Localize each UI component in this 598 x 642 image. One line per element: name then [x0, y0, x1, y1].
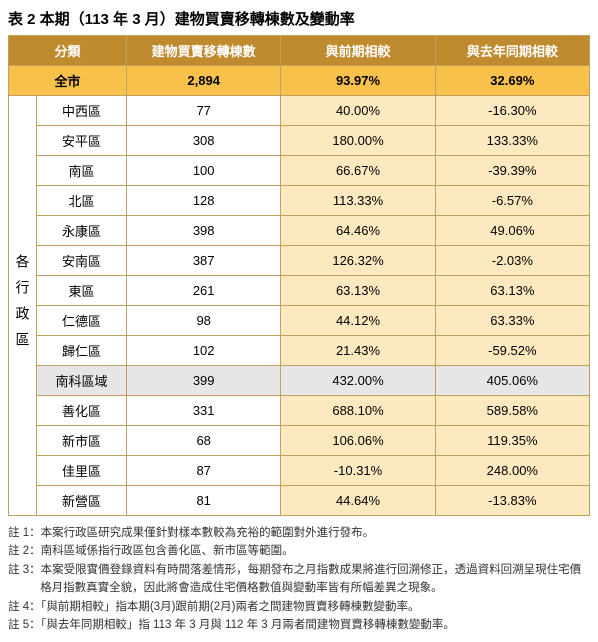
district-name: 新營區 — [37, 486, 127, 516]
vs-year-cell: 589.58% — [435, 396, 589, 426]
note-line: 註 2：南科區域係指行政區包含善化區、新市區等範圍。 — [8, 542, 590, 560]
count-cell: 308 — [127, 126, 281, 156]
count-cell: 399 — [127, 366, 281, 396]
count-cell: 68 — [127, 426, 281, 456]
table-title: 表 2 本期（113 年 3 月）建物買賣移轉棟數及變動率 — [8, 8, 590, 29]
table-body: 全市 2,894 93.97% 32.69% 各行政區中西區7740.00%-1… — [9, 66, 590, 516]
count-cell: 100 — [127, 156, 281, 186]
table-row: 善化區331688.10%589.58% — [9, 396, 590, 426]
vs-prev-cell: 688.10% — [281, 396, 435, 426]
district-name: 安平區 — [37, 126, 127, 156]
vs-year-cell: 49.06% — [435, 216, 589, 246]
district-name: 安南區 — [37, 246, 127, 276]
district-name: 仁德區 — [37, 306, 127, 336]
table-row: 南區10066.67%-39.39% — [9, 156, 590, 186]
vs-year-cell: 405.06% — [435, 366, 589, 396]
header-row: 分類 建物買賣移轉棟數 與前期相較 與去年同期相較 — [9, 36, 590, 66]
count-cell: 387 — [127, 246, 281, 276]
city-vs-prev: 93.97% — [281, 66, 435, 96]
vs-year-cell: -59.52% — [435, 336, 589, 366]
vs-prev-cell: 180.00% — [281, 126, 435, 156]
count-cell: 261 — [127, 276, 281, 306]
col-category: 分類 — [9, 36, 127, 66]
vs-prev-cell: -10.31% — [281, 456, 435, 486]
col-vs-prev: 與前期相較 — [281, 36, 435, 66]
vs-prev-cell: 126.32% — [281, 246, 435, 276]
count-cell: 98 — [127, 306, 281, 336]
city-count: 2,894 — [127, 66, 281, 96]
district-name: 歸仁區 — [37, 336, 127, 366]
table-row: 仁德區9844.12%63.33% — [9, 306, 590, 336]
city-label: 全市 — [9, 66, 127, 96]
table-row: 各行政區中西區7740.00%-16.30% — [9, 96, 590, 126]
vs-year-cell: -13.83% — [435, 486, 589, 516]
vs-prev-cell: 106.06% — [281, 426, 435, 456]
vs-prev-cell: 113.33% — [281, 186, 435, 216]
district-name: 南科區域 — [37, 366, 127, 396]
col-count: 建物買賣移轉棟數 — [127, 36, 281, 66]
vs-prev-cell: 66.67% — [281, 156, 435, 186]
vs-year-cell: -2.03% — [435, 246, 589, 276]
note-line: 註 5：「與去年同期相較」指 113 年 3 月與 112 年 3 月兩者間建物… — [8, 616, 590, 634]
city-row: 全市 2,894 93.97% 32.69% — [9, 66, 590, 96]
note-line: 註 1：本案行政區研究成果僅針對樣本數較為充裕的範圍對外進行發布。 — [8, 524, 590, 542]
note-line: 註 3：本案受限實價登錄資料有時間落差情形，每期發布之月指數成果將進行回溯修正，… — [8, 561, 590, 598]
count-cell: 398 — [127, 216, 281, 246]
district-name: 新市區 — [37, 426, 127, 456]
vs-year-cell: 133.33% — [435, 126, 589, 156]
vs-prev-cell: 44.12% — [281, 306, 435, 336]
district-name: 中西區 — [37, 96, 127, 126]
table-row: 歸仁區10221.43%-59.52% — [9, 336, 590, 366]
table-row: 佳里區87-10.31%248.00% — [9, 456, 590, 486]
table-row: 新市區68106.06%119.35% — [9, 426, 590, 456]
vs-year-cell: 248.00% — [435, 456, 589, 486]
notes-block: 註 1：本案行政區研究成果僅針對樣本數較為充裕的範圍對外進行發布。註 2：南科區… — [8, 524, 590, 634]
vs-year-cell: -6.57% — [435, 186, 589, 216]
vs-year-cell: 63.13% — [435, 276, 589, 306]
note-line: 註 4：「與前期相較」指本期(3月)跟前期(2月)兩者之間建物買賣移轉棟數變動率… — [8, 598, 590, 616]
district-name: 南區 — [37, 156, 127, 186]
vs-year-cell: -39.39% — [435, 156, 589, 186]
count-cell: 128 — [127, 186, 281, 216]
table-row: 新營區8144.64%-13.83% — [9, 486, 590, 516]
count-cell: 77 — [127, 96, 281, 126]
vs-prev-cell: 21.43% — [281, 336, 435, 366]
row-group-label: 各行政區 — [9, 96, 37, 516]
table-row: 永康區39864.46%49.06% — [9, 216, 590, 246]
table-row: 南科區域399432.00%405.06% — [9, 366, 590, 396]
count-cell: 102 — [127, 336, 281, 366]
vs-year-cell: 63.33% — [435, 306, 589, 336]
vs-prev-cell: 44.64% — [281, 486, 435, 516]
district-name: 佳里區 — [37, 456, 127, 486]
table-row: 北區128113.33%-6.57% — [9, 186, 590, 216]
district-name: 東區 — [37, 276, 127, 306]
col-vs-year: 與去年同期相較 — [435, 36, 589, 66]
city-vs-year: 32.69% — [435, 66, 589, 96]
count-cell: 81 — [127, 486, 281, 516]
district-name: 永康區 — [37, 216, 127, 246]
count-cell: 87 — [127, 456, 281, 486]
vs-year-cell: 119.35% — [435, 426, 589, 456]
vs-prev-cell: 64.46% — [281, 216, 435, 246]
district-name: 善化區 — [37, 396, 127, 426]
vs-prev-cell: 63.13% — [281, 276, 435, 306]
table-row: 東區26163.13%63.13% — [9, 276, 590, 306]
table-row: 安南區387126.32%-2.03% — [9, 246, 590, 276]
vs-year-cell: -16.30% — [435, 96, 589, 126]
data-table: 分類 建物買賣移轉棟數 與前期相較 與去年同期相較 全市 2,894 93.97… — [8, 35, 590, 516]
vs-prev-cell: 40.00% — [281, 96, 435, 126]
vs-prev-cell: 432.00% — [281, 366, 435, 396]
district-name: 北區 — [37, 186, 127, 216]
count-cell: 331 — [127, 396, 281, 426]
table-row: 安平區308180.00%133.33% — [9, 126, 590, 156]
